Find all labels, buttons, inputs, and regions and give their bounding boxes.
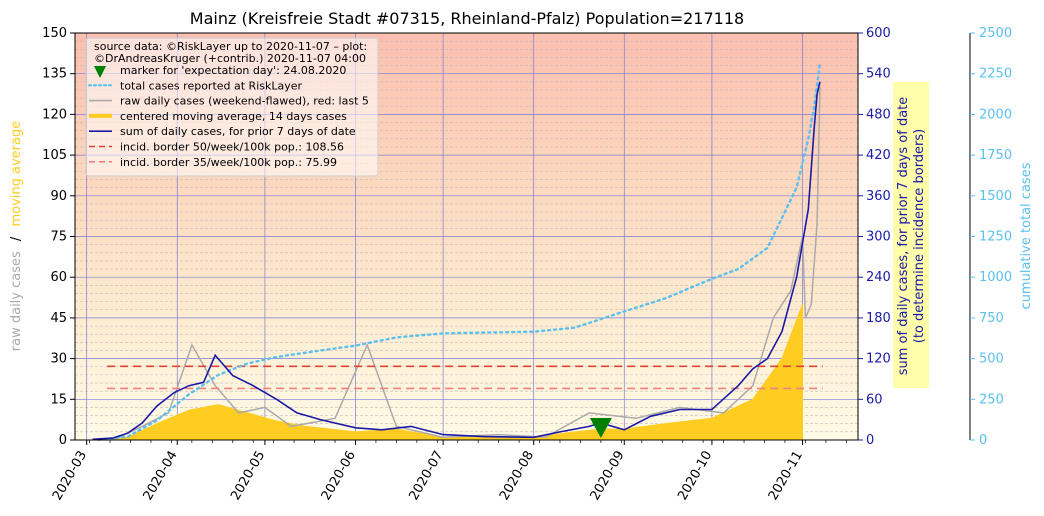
x-tick-label: 2020-10: [675, 449, 715, 504]
expectation-day-marker: [589, 418, 612, 438]
ylabel-left-ma: moving average: [9, 121, 24, 227]
y-right2-tick-label: 2250: [979, 67, 1012, 82]
y-right1-tick-label: 300: [866, 230, 891, 245]
y-right2-tick-label: 1250: [979, 230, 1012, 245]
ylabel-right1-line1: sum of daily cases, for prior 7 days of …: [896, 97, 911, 376]
y-right2-tick-label: 2000: [979, 107, 1012, 122]
y-left-tick-label: 60: [50, 270, 67, 285]
ylabel-right1: sum of daily cases, for prior 7 days of …: [896, 97, 927, 376]
x-tick-label: 2020-05: [228, 449, 268, 504]
legend: source data: ©RiskLayer up to 2020-11-07…: [85, 37, 379, 177]
x-tick-label: 2020-04: [141, 449, 181, 504]
ylabel-right1-highlight: [893, 82, 929, 388]
legend-label: incid. border 35/week/100k pop.: 75.99: [120, 156, 337, 169]
legend-item: total cases reported at RiskLayer: [87, 79, 303, 92]
legend-label: sum of daily cases, for prior 7 days of …: [120, 125, 356, 138]
raw-daily-cases-line: [112, 87, 821, 441]
y-right2-tick-label: 750: [979, 311, 1004, 326]
y-right2-tick-label: 1750: [979, 148, 1012, 163]
y-left-tick-label: 30: [50, 352, 67, 367]
legend-item: incid. border 50/week/100k pop.: 108.56: [89, 141, 344, 154]
x-tick-label: 2020-07: [406, 449, 446, 504]
y-right1-tick-label: 120: [866, 352, 891, 367]
legend-item: marker for 'expectation day': 24.08.2020: [94, 64, 346, 78]
legend-label: incid. border 50/week/100k pop.: 108.56: [120, 141, 344, 154]
chart-title: Mainz (Kreisfreie Stadt #07315, Rheinlan…: [190, 9, 744, 28]
y-left-tick-label: 105: [42, 148, 67, 163]
y-right2-tick-label: 1000: [979, 270, 1012, 285]
y-left-tick-label: 120: [42, 107, 67, 122]
ylabel-left: raw daily cases / moving average: [9, 121, 24, 351]
y-right2-tick-label: 500: [979, 352, 1004, 367]
y-right1-tick-label: 600: [866, 26, 891, 41]
y-right1-tick-label: 360: [866, 189, 891, 204]
y-right1-tick-label: 480: [866, 107, 891, 122]
y-left-tick-label: 90: [50, 189, 67, 204]
legend-box: [85, 37, 379, 177]
x-tick-label: 2020-08: [497, 449, 537, 504]
moving-average-area: [106, 304, 803, 441]
total-cases-line: [97, 61, 822, 441]
y-right1-tick-label: 0: [866, 433, 874, 448]
y-right1-tick-label: 180: [866, 311, 891, 326]
legend-source-note: source data: ©RiskLayer up to 2020-11-07…: [94, 40, 367, 53]
y-right1-tick-label: 240: [866, 270, 891, 285]
lines-layer: [92, 61, 823, 441]
legend-label: centered moving average, 14 days cases: [120, 110, 347, 123]
y-right2-tick-label: 1500: [979, 189, 1012, 204]
ylabel-right2: cumulative total cases: [1019, 162, 1034, 309]
legend-item: incid. border 35/week/100k pop.: 75.99: [89, 156, 337, 169]
legend-label: marker for 'expectation day': 24.08.2020: [120, 64, 346, 77]
x-tick-label: 2020-03: [50, 449, 90, 504]
y-right1-tick-label: 60: [866, 392, 883, 407]
x-tick-label: 2020-06: [319, 449, 359, 504]
x-tick-label: 2020-09: [588, 449, 628, 504]
y-right1-tick-label: 420: [866, 148, 891, 163]
y-left-tick-label: 150: [42, 26, 67, 41]
legend-source-note-2: ©DrAndreasKruger (+contrib.) 2020-11-07 …: [94, 52, 366, 65]
legend-item: raw daily cases (weekend-flawed), red: l…: [89, 95, 369, 108]
y-left-tick-label: 135: [42, 67, 67, 82]
y-right1-tick-label: 540: [866, 67, 891, 82]
ylabel-left-raw: raw daily cases: [9, 251, 24, 351]
y-left-tick-label: 15: [50, 392, 67, 407]
legend-item: sum of daily cases, for prior 7 days of …: [89, 125, 356, 138]
y-right2-tick-label: 0: [979, 433, 987, 448]
svg-text:raw daily cases /: raw daily cases / moving average: [9, 121, 24, 351]
legend-label: raw daily cases (weekend-flawed), red: l…: [120, 95, 369, 108]
legend-label: total cases reported at RiskLayer: [120, 79, 303, 92]
legend-marker-icon: [94, 66, 106, 78]
y-left-tick-label: 0: [59, 433, 67, 448]
y-right2-tick-label: 250: [979, 392, 1004, 407]
ylabel-right2-text: cumulative total cases: [1019, 162, 1034, 309]
y-right2-tick-label: 2500: [979, 26, 1012, 41]
legend-item: centered moving average, 14 days cases: [89, 110, 347, 123]
sum-7-days-line: [92, 81, 821, 441]
moving-average-fill: [106, 304, 803, 441]
y-left-tick-label: 75: [50, 230, 67, 245]
ylabel-left-sep: /: [9, 236, 24, 241]
x-tick-label: 2020-11: [766, 449, 806, 504]
y-left-tick-label: 45: [50, 311, 67, 326]
ylabel-right1-line2: (to determine incidence borders): [912, 129, 927, 344]
